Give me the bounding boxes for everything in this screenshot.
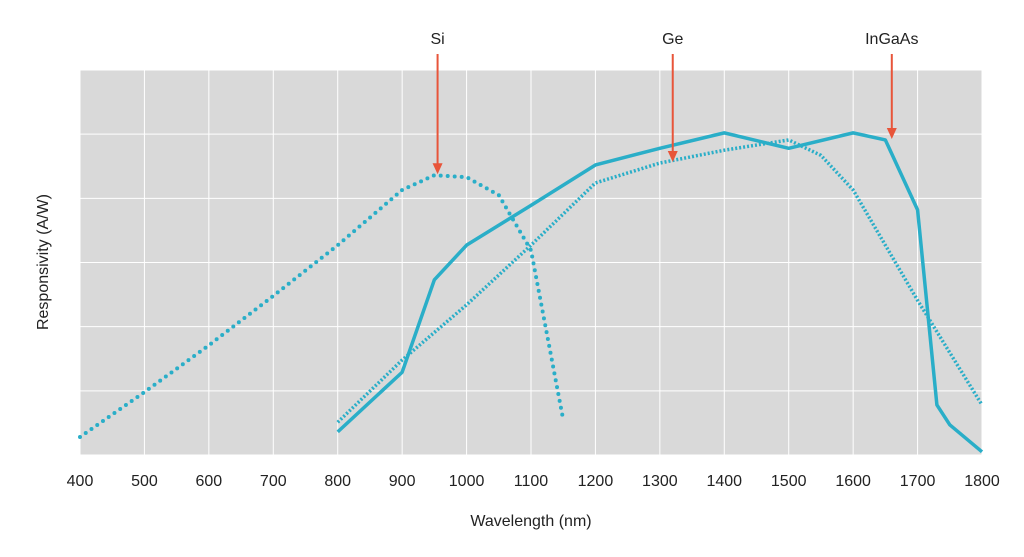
x-tick-label: 1200 (578, 473, 614, 490)
x-tick-label: 500 (131, 473, 158, 490)
annotation-arrowhead (886, 127, 897, 139)
annotation-label: InGaAs (865, 31, 918, 48)
x-tick-label: 1000 (449, 473, 485, 490)
x-tick-label: 1500 (771, 473, 807, 490)
x-tick-label: 1100 (514, 473, 549, 490)
x-axis-label: Wavelength (nm) (470, 513, 591, 530)
annotation-arrowhead (667, 151, 678, 163)
series-line (336, 138, 984, 424)
x-tick-label: 1300 (642, 473, 678, 490)
annotation-arrowhead (432, 163, 443, 175)
x-tick-label: 1400 (706, 473, 742, 490)
x-tick-label: 400 (67, 473, 94, 490)
x-tick-label: 700 (260, 473, 287, 490)
annotation-label: Ge (662, 31, 683, 48)
x-tick-label: 1800 (964, 473, 1000, 490)
series-line (78, 173, 566, 440)
x-tick-label: 1600 (835, 473, 871, 490)
x-tick-label: 800 (324, 473, 351, 490)
series-line (336, 131, 984, 454)
x-tick-label: 600 (196, 473, 223, 490)
x-tick-label: 1700 (900, 473, 936, 490)
x-tick-label: 900 (389, 473, 416, 490)
annotation-label: Si (430, 31, 444, 48)
y-axis-label: Responsivity (A/W) (35, 194, 52, 330)
